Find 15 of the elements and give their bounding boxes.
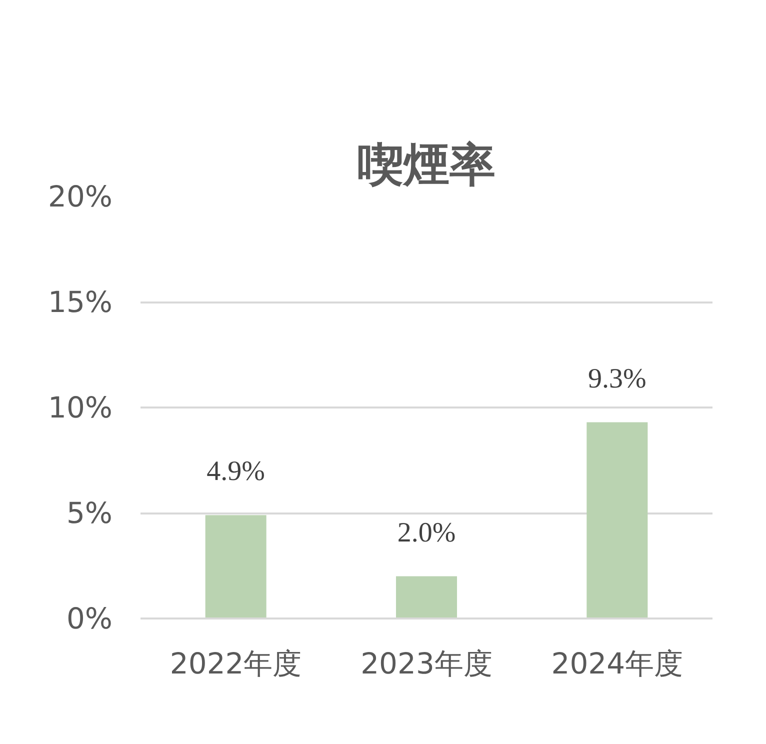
y-tick-label: 15%	[48, 285, 113, 319]
y-tick-label: 0%	[66, 602, 113, 636]
x-tick-label: 2023年度	[360, 646, 492, 680]
chart-title: 喫煙率	[358, 138, 496, 192]
bar	[396, 576, 458, 618]
x-tick-label: 2022年度	[170, 646, 302, 680]
y-tick-label: 10%	[48, 390, 113, 424]
x-tick-label: 2024年度	[551, 646, 684, 680]
bar	[586, 422, 648, 618]
data-label: 2.0%	[397, 517, 456, 548]
bar	[205, 515, 266, 618]
y-tick-label: 20%	[48, 180, 113, 214]
data-label: 4.9%	[206, 456, 265, 488]
y-tick-label: 5%	[66, 496, 113, 530]
data-label: 9.3%	[588, 363, 646, 394]
